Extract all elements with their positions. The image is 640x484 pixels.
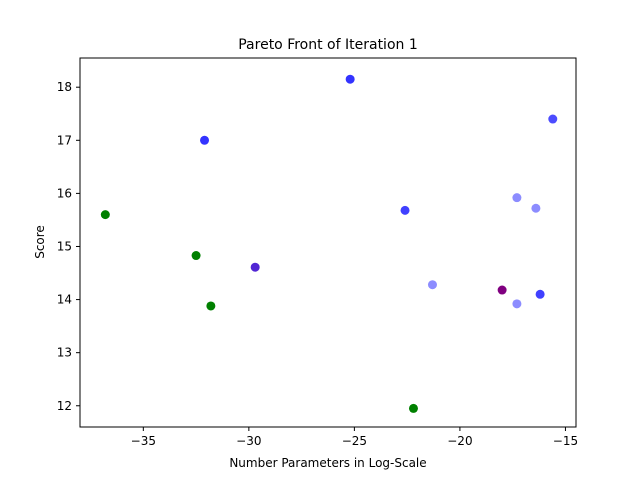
data-point (535, 289, 545, 299)
data-point (548, 114, 558, 124)
y-tick-label: 12 (57, 399, 72, 413)
y-tick-label: 18 (57, 80, 72, 94)
x-tick-label: −35 (131, 434, 156, 448)
x-tick-label: −25 (342, 434, 367, 448)
data-point (497, 285, 507, 295)
data-point (100, 210, 110, 220)
data-point (512, 299, 522, 309)
y-tick-label: 14 (57, 293, 72, 307)
y-tick-label: 13 (57, 346, 72, 360)
data-point (400, 205, 410, 215)
y-axis-label: Score (33, 225, 47, 259)
x-tick-label: −20 (447, 434, 472, 448)
data-point (531, 203, 541, 213)
chart-title: Pareto Front of Iteration 1 (238, 37, 418, 53)
x-axis-label: Number Parameters in Log-Scale (229, 456, 426, 470)
data-point (200, 135, 210, 145)
x-tick-label: −30 (236, 434, 261, 448)
y-tick-label: 17 (57, 133, 72, 147)
data-point (408, 403, 418, 413)
ticks-layer: −35 −30 −25 −20 −15 12 13 14 15 16 17 18 (57, 80, 578, 448)
data-point (191, 251, 201, 261)
y-tick-label: 15 (57, 239, 72, 253)
y-tick-label: 16 (57, 186, 72, 200)
plot-area (80, 58, 576, 427)
x-tick-label: −15 (553, 434, 578, 448)
axes-frame (79, 57, 577, 428)
data-point (206, 301, 216, 311)
points-layer (100, 74, 558, 413)
data-point (512, 193, 522, 203)
data-point (250, 262, 260, 272)
data-point (345, 74, 355, 84)
data-point (427, 280, 437, 290)
